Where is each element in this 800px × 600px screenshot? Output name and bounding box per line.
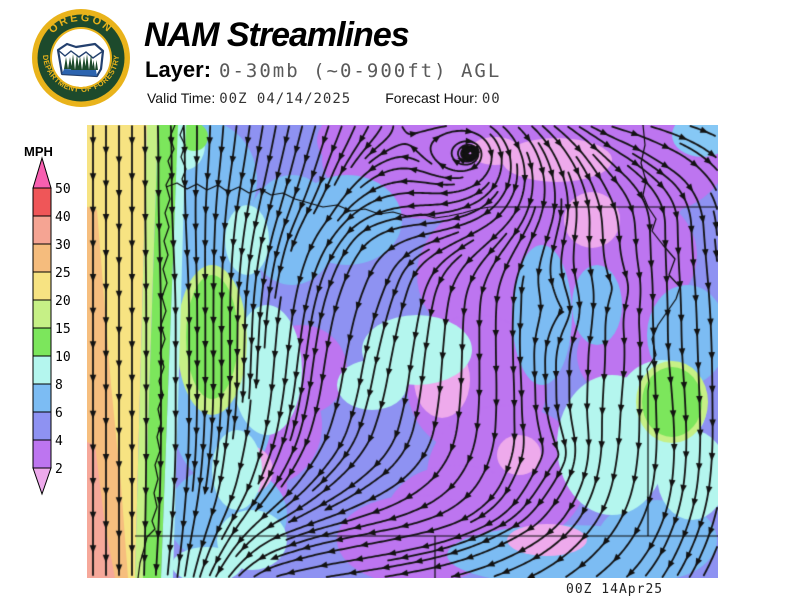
svg-text:2: 2 bbox=[55, 462, 63, 477]
page-title: NAM Streamlines bbox=[144, 16, 410, 54]
wind-speed-colorbar: MPH 50 40 30 25 20 15 10 8 6 4 2 bbox=[24, 144, 71, 496]
layer-value: 0-30mb (~0-900ft) AGL bbox=[219, 60, 502, 82]
svg-text:50: 50 bbox=[55, 182, 71, 197]
valid-time-value: 00Z 04/14/2025 bbox=[219, 91, 352, 107]
layer-line: Layer: 0-30mb (~0-900ft) AGL bbox=[145, 57, 501, 83]
valid-time-label: Valid Time: bbox=[147, 90, 216, 106]
svg-text:4: 4 bbox=[55, 434, 63, 449]
logo-emblem bbox=[56, 42, 105, 78]
svg-text:6: 6 bbox=[55, 406, 63, 421]
svg-text:40: 40 bbox=[55, 210, 71, 225]
forecast-hour-label: Forecast Hour: bbox=[385, 90, 478, 106]
svg-text:15: 15 bbox=[55, 322, 71, 337]
streamline-map-canvas bbox=[87, 125, 718, 578]
svg-text:25: 25 bbox=[55, 266, 71, 281]
colorbar-title: MPH bbox=[24, 144, 53, 159]
valid-time-line: Valid Time: 00Z 04/14/2025 Forecast Hour: 0… bbox=[147, 90, 501, 107]
svg-text:8: 8 bbox=[55, 378, 63, 393]
odf-logo: OREGON DEPARTMENT OF FORESTRY bbox=[32, 9, 130, 107]
svg-text:20: 20 bbox=[55, 294, 71, 309]
colorbar-body: 50 40 30 25 20 15 10 8 6 4 2 bbox=[32, 156, 71, 496]
map-timestamp: 00Z 14Apr25 bbox=[566, 582, 664, 597]
streamline-map bbox=[87, 125, 718, 578]
svg-text:30: 30 bbox=[55, 238, 71, 253]
layer-label: Layer: bbox=[145, 57, 212, 82]
forecast-hour-value: 00 bbox=[481, 91, 501, 107]
svg-text:10: 10 bbox=[55, 350, 71, 365]
